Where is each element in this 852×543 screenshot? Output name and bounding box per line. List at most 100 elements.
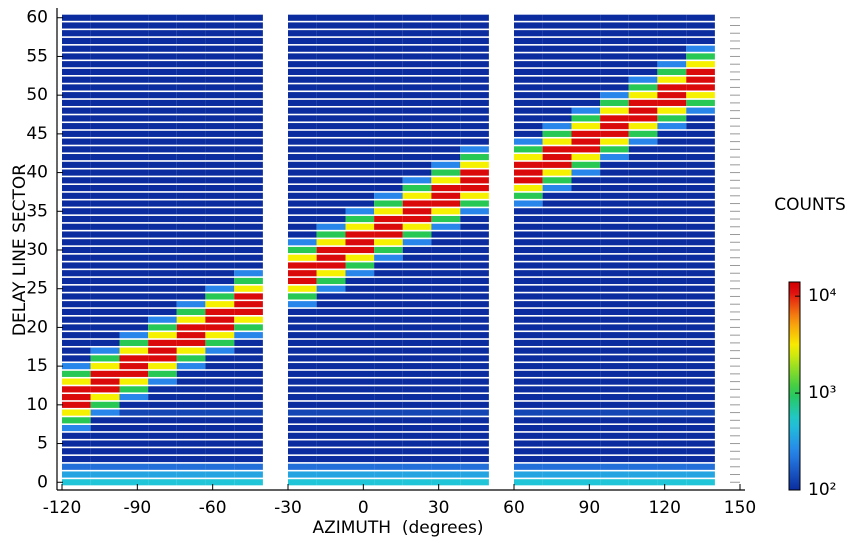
heatmap-cell (288, 184, 317, 192)
heatmap-cell (205, 363, 235, 370)
heatmap-cell (62, 184, 91, 192)
heatmap-cell (402, 123, 432, 130)
heatmap-cell (234, 115, 263, 122)
heatmap-cell (205, 92, 235, 99)
heatmap-cell (205, 316, 235, 323)
heatmap-cell (542, 107, 572, 114)
heatmap-cell (119, 107, 149, 114)
heatmap-cell (345, 84, 375, 91)
heatmap-cell (234, 154, 263, 161)
heatmap-cell (288, 37, 317, 45)
heatmap-cell (460, 30, 489, 37)
heatmap-cell (374, 146, 403, 153)
heatmap-cell (431, 308, 461, 316)
heatmap-cell (205, 192, 235, 199)
heatmap-cell (431, 293, 461, 300)
heatmap-cell (628, 208, 658, 215)
heatmap-cell (316, 30, 346, 37)
heatmap-cell (657, 401, 687, 408)
heatmap-cell (657, 355, 687, 362)
heatmap-cell (148, 53, 177, 60)
heatmap-cell (62, 146, 91, 153)
heatmap-cell (374, 471, 403, 478)
heatmap-cell (176, 53, 206, 60)
heatmap-cell (657, 76, 687, 83)
heatmap-cell (514, 308, 543, 316)
heatmap-cell (514, 53, 543, 60)
heatmap-cell (686, 30, 715, 37)
heatmap-cell (62, 76, 91, 83)
heatmap-cell (686, 53, 715, 60)
heatmap-cell (431, 92, 461, 99)
heatmap-cell (90, 14, 120, 21)
heatmap-cell (460, 440, 489, 447)
heatmap-cell (345, 68, 375, 76)
heatmap-cell (148, 277, 177, 285)
heatmap-cell (148, 262, 177, 269)
heatmap-cell (600, 448, 629, 455)
heatmap-cell (514, 92, 543, 99)
heatmap-cell (542, 432, 572, 439)
heatmap-cell (542, 84, 572, 91)
heatmap-cell (600, 463, 629, 470)
heatmap-cell (62, 324, 91, 331)
heatmap-cell (571, 277, 601, 285)
heatmap-cell (686, 355, 715, 362)
heatmap-cell (600, 301, 629, 308)
x-tick-label: 60 (503, 498, 525, 518)
heatmap-cell (514, 231, 543, 238)
heatmap-cell (686, 107, 715, 114)
heatmap-cell (431, 417, 461, 424)
heatmap-cell (345, 146, 375, 153)
heatmap-cell (119, 84, 149, 91)
heatmap-cell (234, 45, 263, 52)
heatmap-cell (514, 76, 543, 83)
heatmap-cell (657, 177, 687, 184)
heatmap-cell (628, 169, 658, 176)
heatmap-cell (431, 363, 461, 370)
heatmap-cell (234, 293, 263, 300)
heatmap-cell (345, 270, 375, 277)
heatmap-cell (205, 130, 235, 137)
heatmap-cell (402, 208, 432, 215)
heatmap-cell (288, 30, 317, 37)
heatmap-cell (686, 316, 715, 323)
heatmap-cell (148, 61, 177, 68)
heatmap-cell (600, 339, 629, 346)
heatmap-cell (460, 285, 489, 292)
heatmap-cell (345, 394, 375, 401)
heatmap-cell (542, 339, 572, 346)
heatmap-cell (288, 324, 317, 331)
heatmap-cell (119, 169, 149, 176)
heatmap-cell (205, 14, 235, 21)
heatmap-cell (460, 424, 489, 432)
heatmap-cell (205, 448, 235, 455)
heatmap-cell (90, 424, 120, 432)
heatmap-cell (205, 301, 235, 308)
heatmap-cell (460, 394, 489, 401)
heatmap-cell (686, 177, 715, 184)
heatmap-cell (288, 169, 317, 176)
heatmap-cell (316, 293, 346, 300)
heatmap-cell (316, 184, 346, 192)
heatmap-cell (542, 332, 572, 339)
heatmap-cell (234, 463, 263, 470)
heatmap-cell (148, 115, 177, 122)
heatmap-cell (176, 463, 206, 470)
heatmap-cell (205, 455, 235, 463)
heatmap-cell (345, 215, 375, 223)
heatmap-cell (148, 270, 177, 277)
heatmap-cell (62, 363, 91, 370)
heatmap-cell (316, 285, 346, 292)
heatmap-cell (62, 370, 91, 377)
heatmap-cell (514, 177, 543, 184)
heatmap-cell (148, 99, 177, 106)
heatmap-cell (600, 200, 629, 207)
heatmap-cell (90, 154, 120, 161)
heatmap-cell (571, 45, 601, 52)
heatmap-cell (234, 455, 263, 463)
heatmap-cell (148, 130, 177, 137)
heatmap-cell (402, 440, 432, 447)
heatmap-cell (316, 130, 346, 137)
heatmap-cell (514, 254, 543, 261)
